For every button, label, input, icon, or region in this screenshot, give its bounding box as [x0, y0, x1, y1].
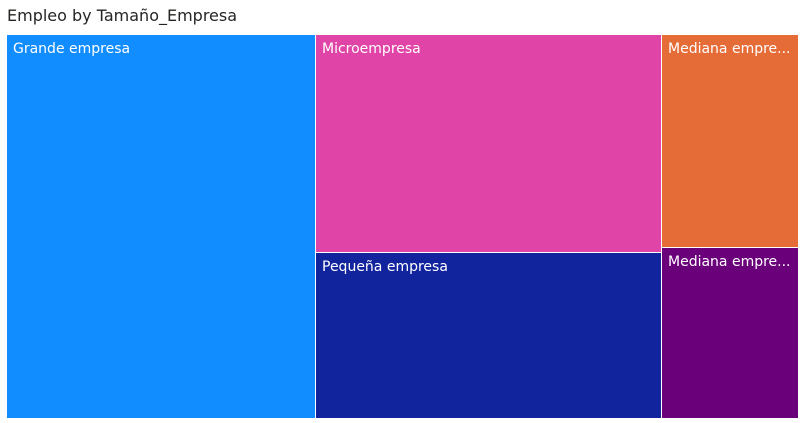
tile-label: Pequeña empresa	[322, 259, 448, 275]
tile-pequena-empresa[interactable]: Pequeña empresa	[315, 252, 662, 419]
tile-microempresa[interactable]: Microempresa	[315, 34, 662, 253]
tile-mediana-empresa-1[interactable]: Mediana empre...	[661, 34, 799, 248]
tile-label: Grande empresa	[13, 41, 131, 57]
tile-label: Mediana empre...	[668, 41, 791, 57]
tile-mediana-empresa-2[interactable]: Mediana empre...	[661, 247, 799, 419]
chart-title: Empleo by Tamaño_Empresa	[7, 6, 238, 25]
tile-grande-empresa[interactable]: Grande empresa	[6, 34, 316, 419]
tile-label: Mediana empre...	[668, 254, 791, 270]
tile-label: Microempresa	[322, 41, 421, 57]
